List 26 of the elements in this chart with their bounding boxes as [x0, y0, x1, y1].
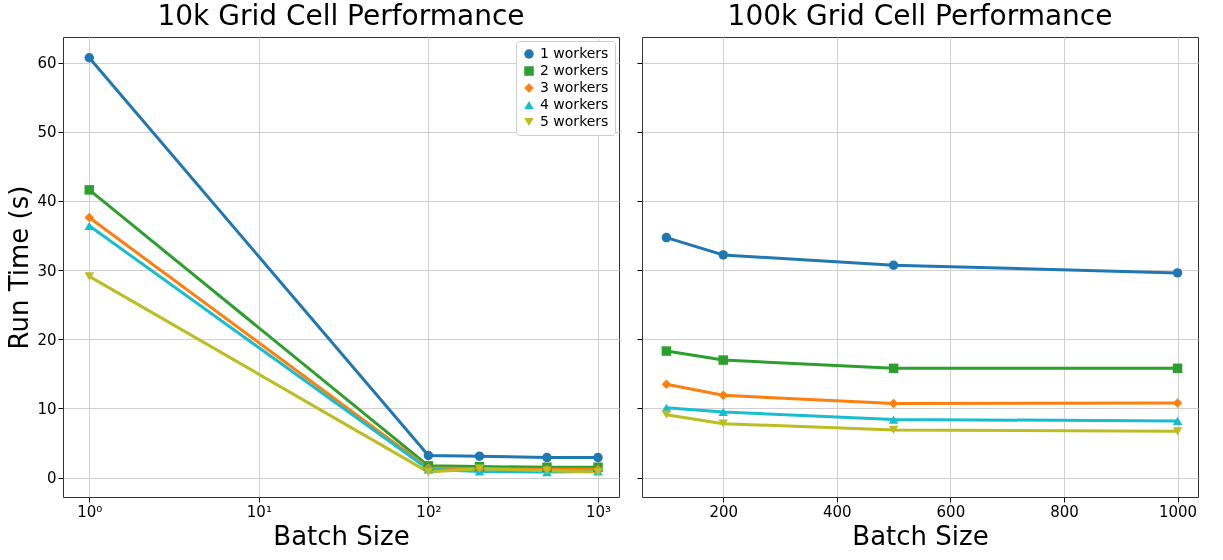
x-tick-label: 200 [709, 502, 739, 521]
x-tick-label: 10³ [585, 502, 612, 521]
x-tick-label: 600 [936, 502, 966, 521]
y-tick-label: 50 [37, 123, 57, 142]
x-tick-label: 10² [416, 502, 442, 521]
y-tick-label: 10 [37, 399, 57, 418]
y-tick-label: 30 [37, 261, 57, 280]
legend-label: 3 workers [540, 79, 609, 95]
x-tick-label: 800 [1050, 502, 1079, 521]
chart-title: 100k Grid Cell Performance [727, 0, 1113, 32]
x-tick-label: 1000 [1158, 502, 1198, 521]
x-axis-title: Batch Size [273, 520, 410, 551]
legend-label: 1 workers [540, 45, 609, 61]
legend-label: 4 workers [540, 96, 609, 112]
legend-label: 5 workers [540, 113, 609, 129]
x-tick-label: 10¹ [246, 502, 272, 521]
y-tick-label: 0 [46, 469, 57, 488]
y-tick-label: 20 [37, 330, 57, 349]
x-tick-label: 400 [822, 502, 852, 521]
y-axis-title: Run Time (s) [4, 185, 35, 350]
y-tick-label: 60 [37, 54, 57, 73]
x-tick-label: 10⁰ [77, 502, 103, 521]
x-axis-title: Batch Size [852, 520, 989, 551]
chart-title: 10k Grid Cell Performance [157, 0, 525, 32]
y-tick-label: 40 [37, 192, 57, 211]
legend-label: 2 workers [540, 62, 609, 78]
